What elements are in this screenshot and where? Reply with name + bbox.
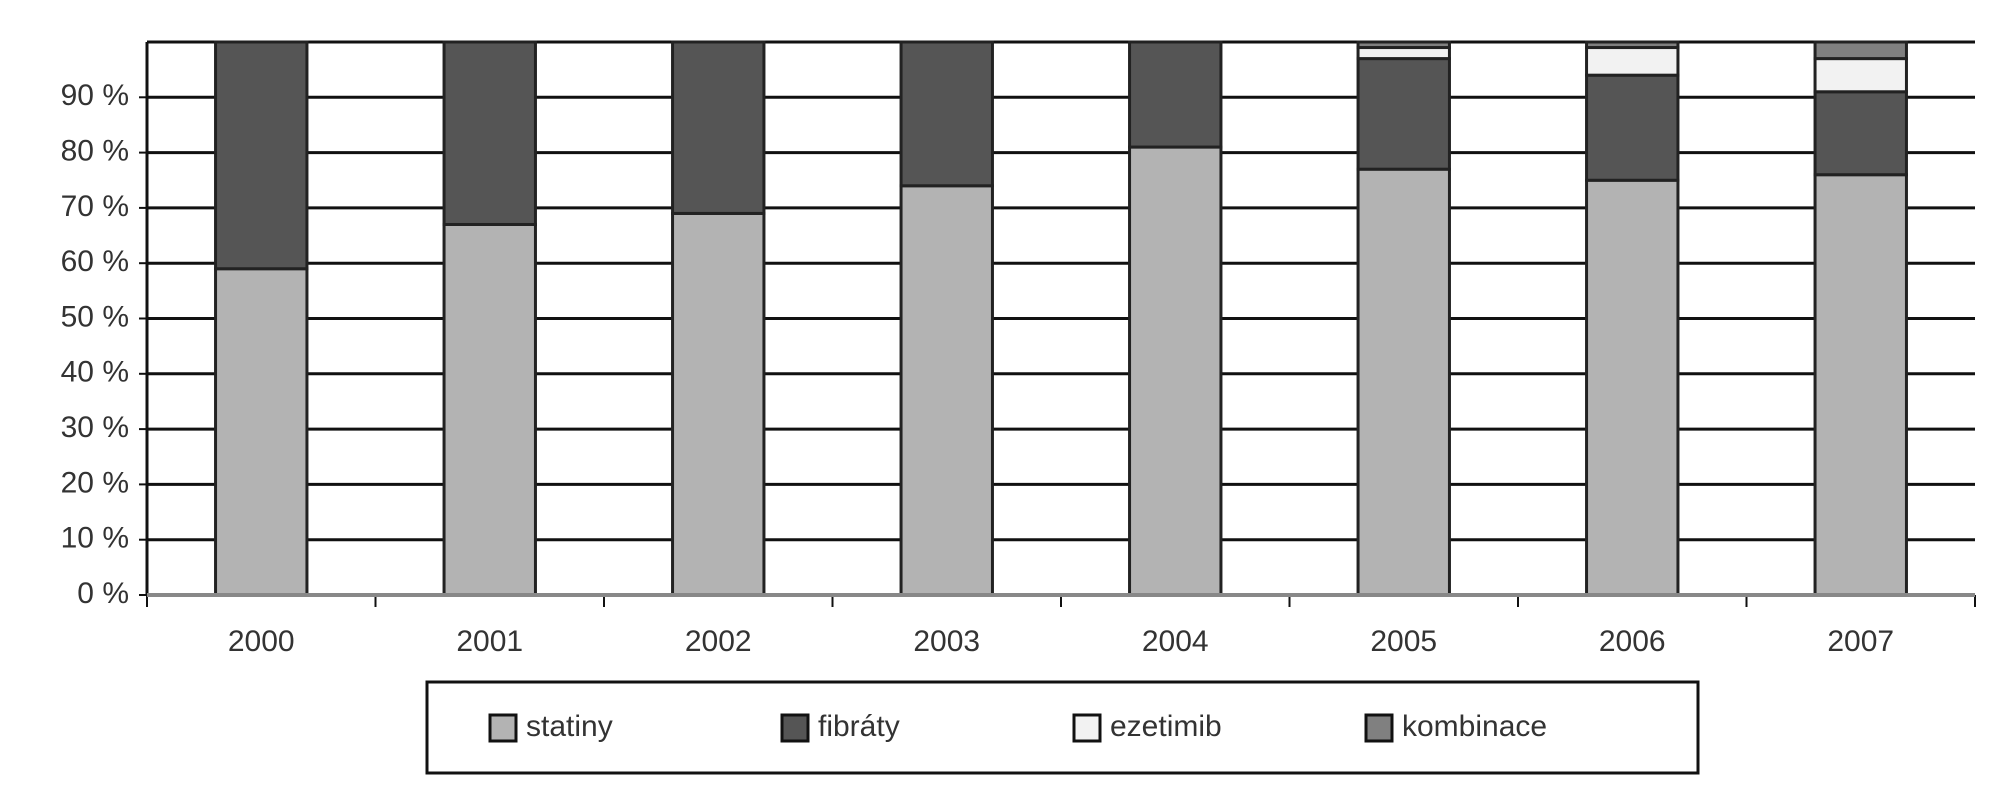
x-tick-label: 2001 xyxy=(456,625,523,658)
bar-segment xyxy=(899,184,994,597)
bar-segment xyxy=(1585,178,1680,597)
bar-segment xyxy=(1813,173,1908,597)
bar-segment xyxy=(1128,145,1223,597)
y-tick-label: 80 % xyxy=(61,135,129,168)
bar-segment xyxy=(1585,40,1680,50)
legend-swatch xyxy=(780,713,810,743)
bar-segment xyxy=(214,267,309,597)
legend-label: kombinace xyxy=(1402,710,1547,743)
x-tick-label: 2000 xyxy=(228,625,295,658)
bar-segment xyxy=(1585,46,1680,77)
legend-swatch xyxy=(1364,713,1394,743)
y-tick-label: 70 % xyxy=(61,190,129,223)
bar-segment xyxy=(1813,40,1908,61)
y-tick-label: 90 % xyxy=(61,79,129,112)
bar-segment xyxy=(1356,167,1451,597)
bar-segment xyxy=(1585,73,1680,182)
bar-segment xyxy=(1813,90,1908,177)
x-tick-label: 2002 xyxy=(685,625,752,658)
y-tick-label: 50 % xyxy=(61,300,129,333)
bar-segment xyxy=(442,40,537,226)
legend-swatch xyxy=(488,713,518,743)
y-tick-label: 60 % xyxy=(61,245,129,278)
x-tick-label: 2005 xyxy=(1370,625,1437,658)
x-tick-label: 2007 xyxy=(1827,625,1894,658)
bar-segment xyxy=(899,40,994,188)
y-tick-label: 0 % xyxy=(77,577,129,610)
legend-label: statiny xyxy=(526,710,613,743)
y-tick-label: 20 % xyxy=(61,466,129,499)
bar-segment xyxy=(214,40,309,271)
bar-segment xyxy=(1356,46,1451,61)
x-tick-label: 2004 xyxy=(1142,625,1209,658)
bar-segment xyxy=(1356,57,1451,171)
bar-segment xyxy=(671,211,766,597)
y-tick-label: 30 % xyxy=(61,411,129,444)
y-tick-label: 10 % xyxy=(61,522,129,555)
bar-segment xyxy=(1813,57,1908,94)
legend-swatch xyxy=(1072,713,1102,743)
bar-segment xyxy=(442,222,537,597)
y-tick-label: 40 % xyxy=(61,356,129,389)
bar-segment xyxy=(671,40,766,215)
x-tick-label: 2003 xyxy=(913,625,980,658)
bar-segment xyxy=(1356,40,1451,50)
x-tick-label: 2006 xyxy=(1599,625,1666,658)
legend-label: ezetimib xyxy=(1110,710,1222,743)
bar-segment xyxy=(1128,40,1223,149)
legend-label: fibráty xyxy=(818,710,900,743)
legend-box xyxy=(425,680,1700,775)
